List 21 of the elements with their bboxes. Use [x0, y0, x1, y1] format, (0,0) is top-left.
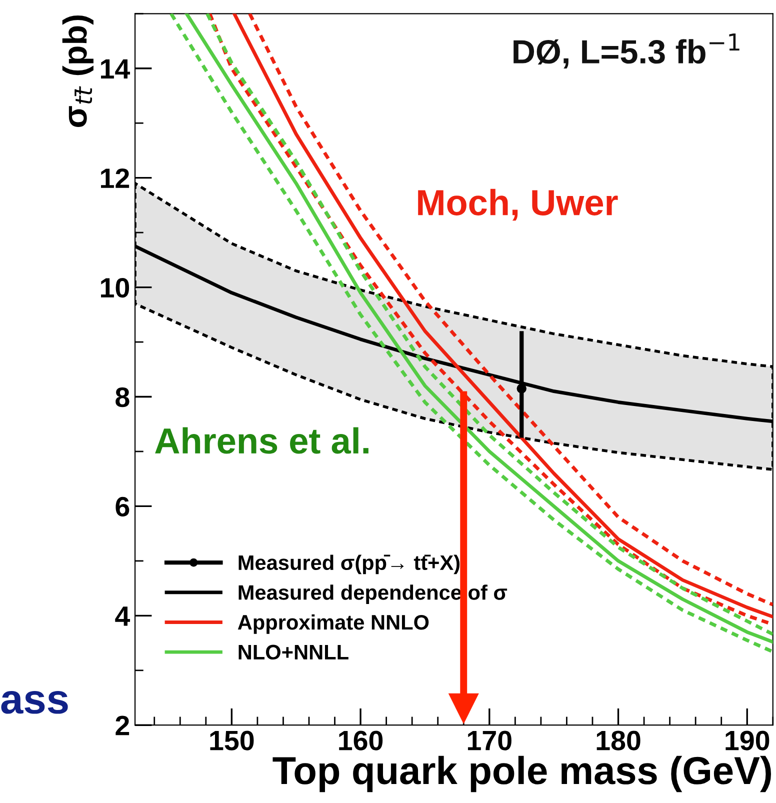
x-tick-label: 160: [339, 730, 383, 750]
x-tick-label: 150: [210, 730, 254, 750]
annotation: Moch, Uwer: [418, 188, 618, 221]
x-axis-title: Top quark pole mass (GeV): [272, 756, 771, 792]
x-tick-label: 170: [468, 730, 512, 750]
y-tick-label: 10: [101, 278, 130, 298]
legend-label: Approximate NNLO: [238, 614, 429, 634]
x-tick-label: 190: [726, 730, 770, 750]
y-tick-label: 2: [116, 716, 130, 736]
annotation: Ahrens et al.: [155, 427, 368, 454]
y-axis-title: σ$_{tt̄}$ (pb): [62, 15, 94, 128]
legend-label: NLO+NNLL: [238, 644, 348, 660]
y-tick-label: 12: [101, 168, 130, 188]
legend-label: Measured σ(pp̄→ tt̄+X): [238, 554, 460, 574]
y-tick-label: 8: [116, 387, 130, 408]
text: ass: [1, 690, 68, 714]
y-tick-label: 14: [101, 59, 130, 78]
y-tick-label: 6: [116, 496, 130, 517]
annotation: DØ, L=5.3 fb$^{−1}$: [514, 34, 740, 68]
y-tick-label: 4: [115, 606, 130, 626]
x-tick-label: 180: [596, 730, 640, 750]
